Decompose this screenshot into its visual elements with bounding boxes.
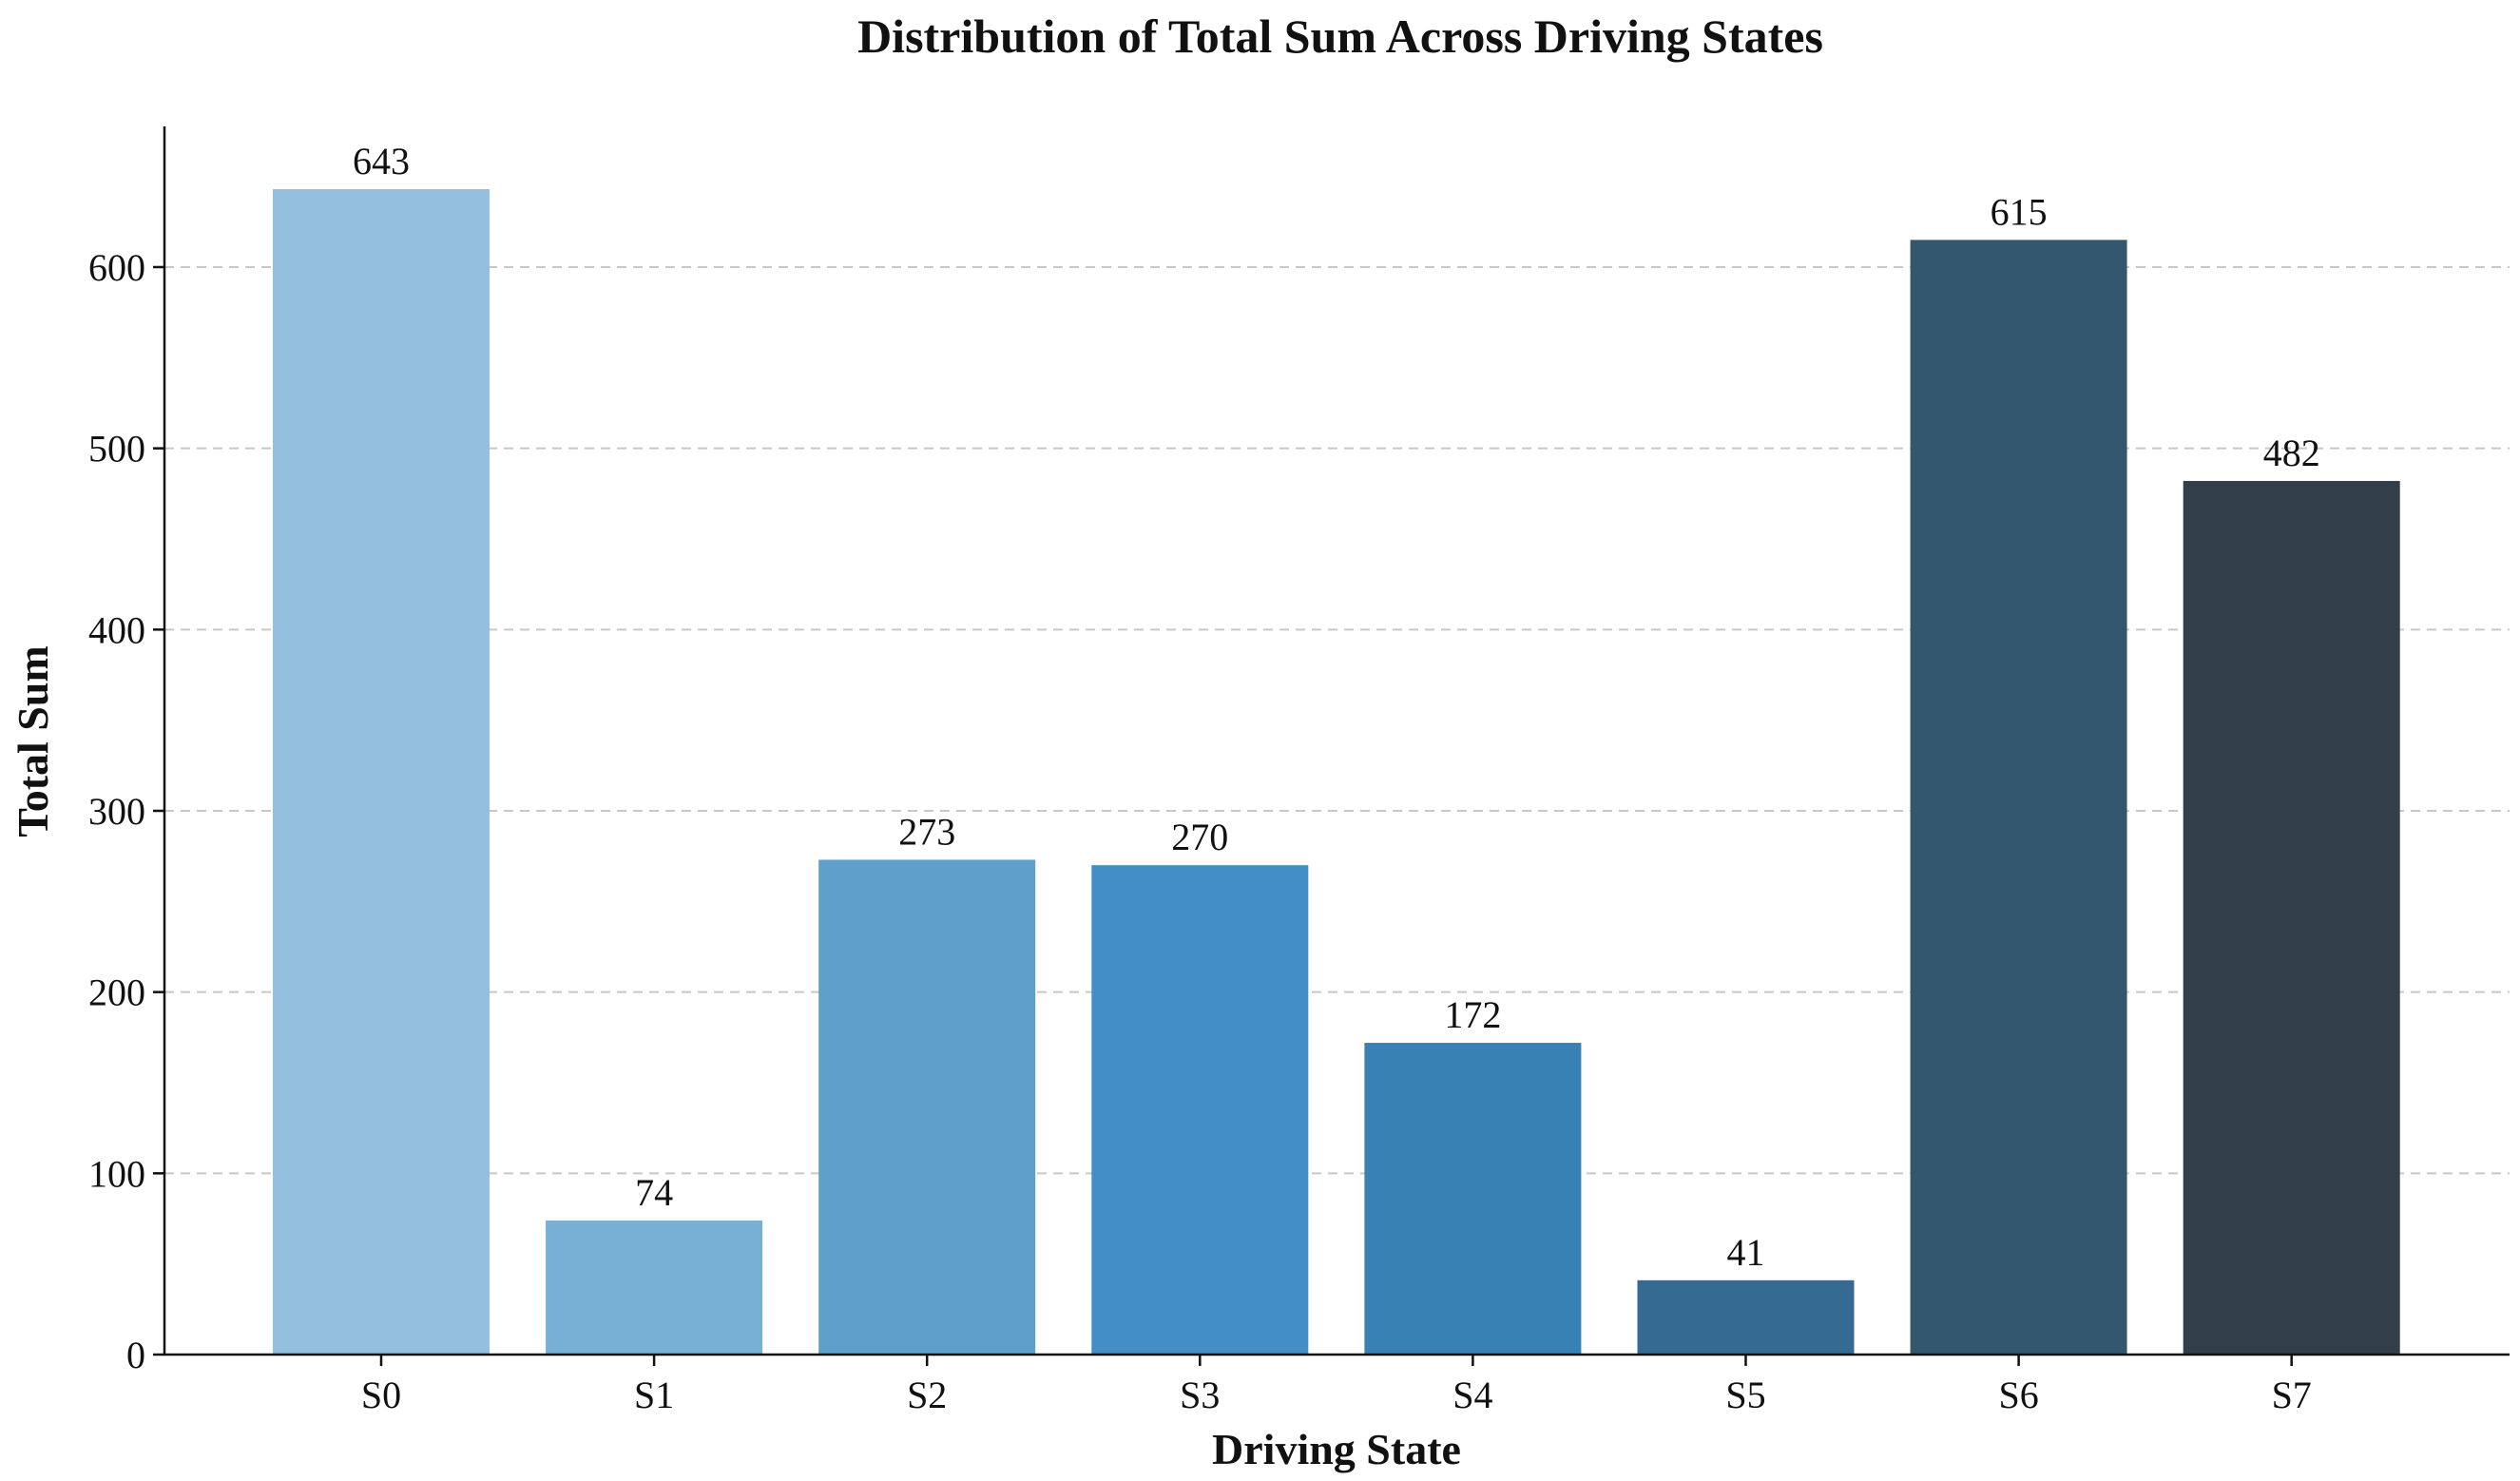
value-label-s1: 74	[635, 1171, 673, 1214]
x-tick-label-s0: S0	[361, 1374, 401, 1416]
value-label-s2: 273	[898, 810, 955, 853]
grid-lines	[164, 265, 2510, 1175]
x-axis-ticks: S0 S1 S2 S3 S4 S5 S6 S7	[361, 1355, 2312, 1416]
bar-s2[interactable]	[818, 859, 1036, 1355]
y-tick-label: 500	[88, 428, 145, 471]
value-label-s7: 482	[2263, 432, 2320, 474]
x-tick-label-s7: S7	[2272, 1374, 2312, 1416]
value-label-s5: 41	[1727, 1231, 1765, 1274]
value-label-s6: 615	[1991, 190, 2048, 233]
bar-s7[interactable]	[2183, 480, 2400, 1356]
x-tick-label-s3: S3	[1180, 1374, 1220, 1416]
y-tick-label: 100	[88, 1152, 145, 1195]
bars	[273, 188, 2400, 1356]
x-axis-label: Driving State	[1212, 1425, 1461, 1473]
x-tick-label-s6: S6	[1998, 1374, 2038, 1416]
bar-s6[interactable]	[1910, 240, 2127, 1355]
x-tick-label-s4: S4	[1452, 1374, 1492, 1416]
bar-s3[interactable]	[1091, 865, 1309, 1355]
value-label-s4: 172	[1444, 993, 1501, 1036]
y-tick-label: 0	[126, 1334, 145, 1376]
bar-s5[interactable]	[1637, 1279, 1855, 1355]
chart-title: Distribution of Total Sum Across Driving…	[857, 10, 1823, 63]
x-tick-label-s2: S2	[907, 1374, 947, 1416]
y-tick-label: 600	[88, 246, 145, 289]
x-tick-label-s5: S5	[1725, 1374, 1765, 1416]
y-tick-label: 400	[88, 608, 145, 651]
bar-s0[interactable]	[273, 188, 490, 1355]
y-axis-label: Total Sum	[9, 645, 57, 837]
value-label-s3: 270	[1171, 816, 1228, 858]
y-tick-label: 200	[88, 971, 145, 1014]
x-tick-label-s1: S1	[634, 1374, 674, 1416]
value-label-s0: 643	[353, 140, 410, 183]
value-labels: 643 74 273 270 172 41 615 482	[353, 140, 2320, 1274]
y-tick-label: 300	[88, 790, 145, 833]
y-axis-ticks: 0 100 200 300 400 500 600	[88, 246, 164, 1376]
bar-s4[interactable]	[1364, 1043, 1582, 1355]
bar-s1[interactable]	[546, 1220, 763, 1355]
